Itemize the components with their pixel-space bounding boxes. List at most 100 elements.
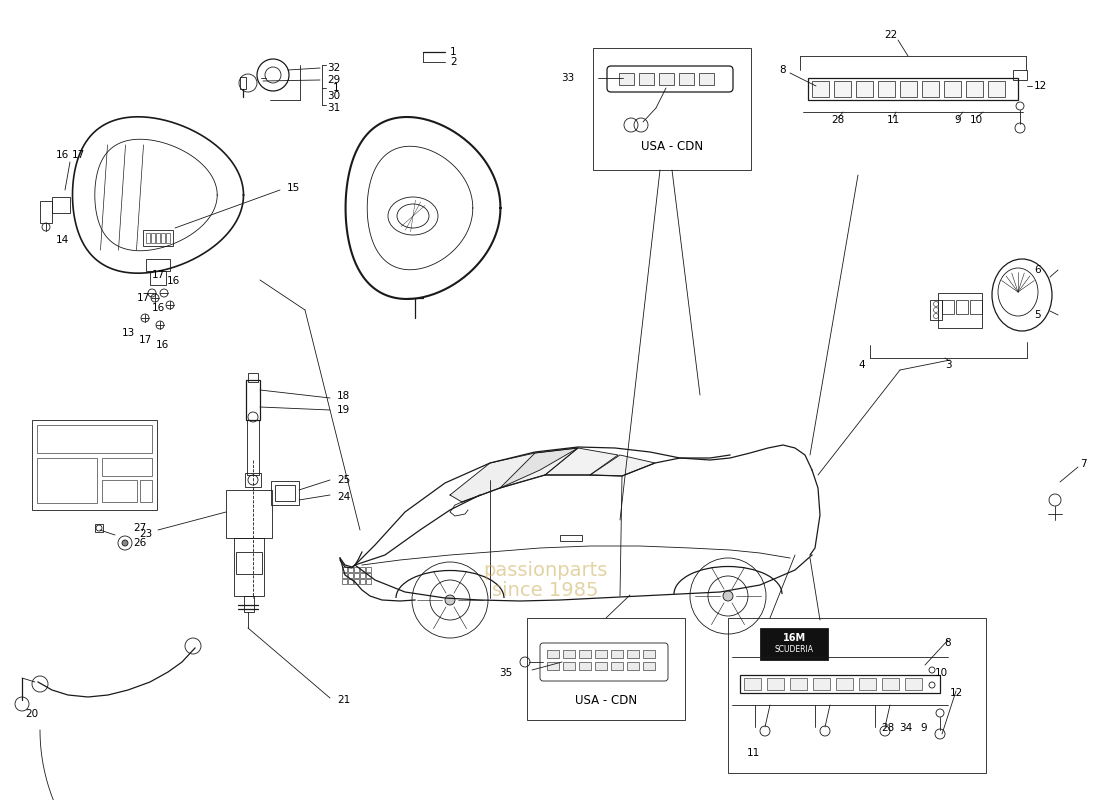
Text: 8: 8 — [780, 65, 786, 75]
Polygon shape — [590, 455, 654, 476]
Text: 23: 23 — [139, 529, 152, 539]
Bar — [619, 73, 634, 85]
Text: since 1985: since 1985 — [492, 581, 598, 599]
Bar — [37, 425, 152, 453]
Text: 5: 5 — [1034, 310, 1041, 320]
Bar — [37, 458, 97, 503]
Text: 9: 9 — [955, 115, 961, 125]
Text: 11: 11 — [747, 748, 760, 758]
Bar — [161, 233, 165, 243]
Bar — [348, 573, 353, 578]
Bar — [151, 233, 155, 243]
Text: 17: 17 — [72, 150, 85, 160]
Bar — [354, 573, 359, 578]
Text: 24: 24 — [337, 492, 350, 502]
Bar — [360, 573, 365, 578]
Text: 22: 22 — [884, 30, 898, 40]
Bar — [342, 573, 346, 578]
Bar — [988, 81, 1005, 97]
Bar — [240, 77, 246, 89]
Bar — [354, 567, 359, 572]
Text: 25: 25 — [337, 475, 350, 485]
Bar — [813, 678, 830, 690]
Bar — [922, 81, 939, 97]
Text: 16M: 16M — [782, 633, 805, 643]
Bar — [150, 271, 166, 285]
Text: 17: 17 — [139, 335, 152, 345]
Polygon shape — [450, 448, 578, 502]
Bar — [360, 579, 365, 584]
Bar — [900, 81, 917, 97]
Bar — [275, 485, 295, 501]
Bar — [360, 567, 365, 572]
Text: 29: 29 — [327, 75, 340, 85]
Bar — [560, 535, 582, 541]
Bar — [248, 373, 258, 382]
Bar — [627, 650, 639, 658]
Bar — [246, 380, 260, 420]
Polygon shape — [544, 448, 618, 475]
Bar — [579, 650, 591, 658]
Bar — [956, 300, 968, 314]
Bar — [563, 650, 575, 658]
Bar — [728, 618, 986, 773]
Bar — [808, 78, 1018, 100]
Text: 34: 34 — [900, 723, 913, 733]
Bar — [236, 552, 262, 574]
Bar — [744, 678, 761, 690]
Bar — [698, 73, 714, 85]
Text: SCUDERIA: SCUDERIA — [774, 646, 814, 654]
Text: 16: 16 — [166, 276, 179, 286]
Bar — [52, 197, 70, 213]
Bar — [659, 73, 674, 85]
Text: 17: 17 — [136, 293, 150, 303]
Bar — [226, 490, 272, 538]
Text: USA - CDN: USA - CDN — [575, 694, 637, 706]
Bar — [146, 259, 170, 271]
Text: passionparts: passionparts — [483, 561, 607, 579]
Text: 27: 27 — [133, 523, 146, 533]
Bar — [245, 473, 261, 487]
Bar — [143, 230, 173, 246]
Bar — [644, 650, 654, 658]
Bar — [790, 678, 807, 690]
Text: 11: 11 — [887, 115, 900, 125]
Bar — [95, 524, 103, 532]
Text: 1: 1 — [450, 47, 456, 57]
Bar — [639, 73, 654, 85]
Bar — [166, 233, 170, 243]
Bar — [366, 567, 371, 572]
Bar — [593, 48, 751, 170]
Bar — [610, 662, 623, 670]
Bar — [944, 81, 961, 97]
Text: 10: 10 — [934, 668, 947, 678]
Text: 4: 4 — [859, 360, 866, 370]
Bar — [32, 420, 157, 510]
Text: 26: 26 — [133, 538, 146, 548]
Text: 28: 28 — [832, 115, 845, 125]
Text: 14: 14 — [55, 235, 68, 245]
Bar — [595, 650, 607, 658]
Text: 28: 28 — [881, 723, 894, 733]
Bar — [234, 538, 264, 596]
Bar — [882, 678, 899, 690]
Bar — [547, 650, 559, 658]
Text: 9: 9 — [921, 723, 927, 733]
Bar — [342, 567, 346, 572]
Bar — [812, 81, 829, 97]
Text: 12: 12 — [1034, 81, 1047, 91]
Bar — [938, 293, 982, 328]
Bar — [102, 480, 138, 502]
Text: 8: 8 — [945, 638, 952, 648]
Bar — [140, 480, 152, 502]
Bar — [354, 579, 359, 584]
Bar — [348, 579, 353, 584]
Text: 16: 16 — [152, 303, 165, 313]
Bar — [244, 596, 254, 612]
Text: 7: 7 — [1080, 459, 1087, 469]
Circle shape — [723, 591, 733, 601]
Bar — [834, 81, 851, 97]
Bar — [627, 662, 639, 670]
Bar — [644, 662, 654, 670]
Polygon shape — [500, 448, 578, 488]
